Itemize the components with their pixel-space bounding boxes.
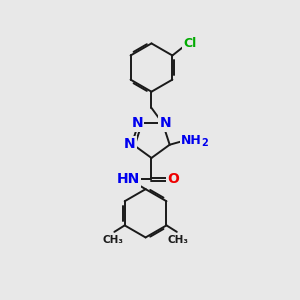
Text: N: N: [124, 137, 136, 151]
Text: O: O: [167, 172, 179, 186]
Text: N: N: [160, 116, 172, 130]
Text: HN: HN: [116, 172, 140, 186]
Text: Cl: Cl: [183, 37, 197, 50]
Text: CH₃: CH₃: [168, 236, 189, 245]
Text: CH₃: CH₃: [102, 236, 123, 245]
Text: NH: NH: [181, 134, 202, 147]
Text: N: N: [131, 116, 143, 130]
Text: 2: 2: [201, 138, 208, 148]
